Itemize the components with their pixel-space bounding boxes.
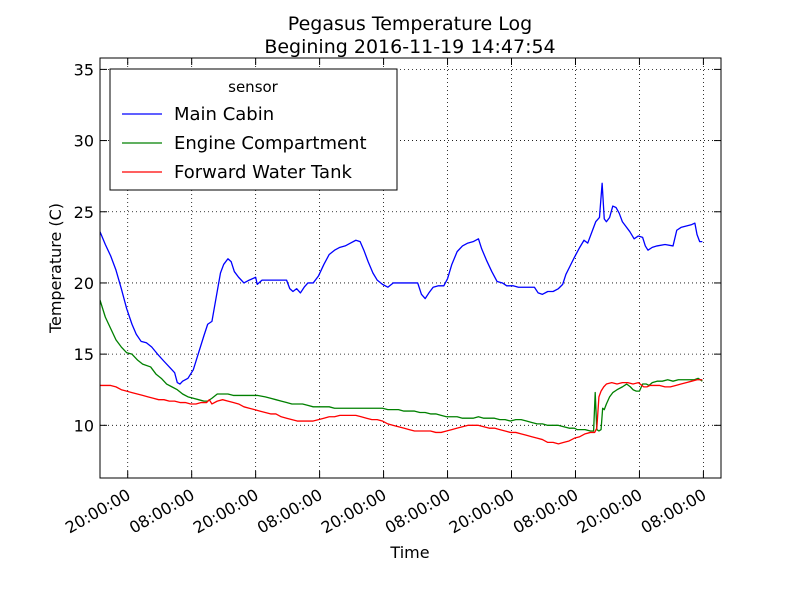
y-tick-label: 35 <box>74 60 94 79</box>
y-tick-label: 25 <box>74 203 94 222</box>
x-tick-label: 08:00:00 <box>382 485 454 537</box>
y-tick-label: 30 <box>74 132 94 151</box>
y-tick-label: 15 <box>74 345 94 364</box>
series-line-forward-water-tank <box>100 379 703 445</box>
legend-label-main-cabin: Main Cabin <box>174 104 274 125</box>
legend-box <box>109 68 398 191</box>
x-axis-label: Time <box>389 543 429 562</box>
chart-title: Pegasus Temperature Log <box>288 13 532 35</box>
y-axis-label: Temperature (C) <box>46 203 65 334</box>
y-tick-label: 10 <box>74 416 94 435</box>
x-tick-label: 20:00:00 <box>62 485 134 537</box>
legend-label-forward-water-tank: Forward Water Tank <box>174 162 352 183</box>
x-tick-label: 20:00:00 <box>190 485 262 537</box>
series-line-engine-compartment <box>100 299 703 432</box>
legend-title: sensor <box>228 78 279 96</box>
chart-subtitle: Begining 2016-11-19 14:47:54 <box>264 36 555 58</box>
x-tick-label: 08:00:00 <box>254 485 326 537</box>
x-tick-label: 08:00:00 <box>126 485 198 537</box>
x-tick-label: 20:00:00 <box>574 485 646 537</box>
series-line-main-cabin <box>100 182 703 385</box>
plot-area-frame <box>99 57 722 479</box>
y-tick-label: 20 <box>74 274 94 293</box>
x-tick-label: 20:00:00 <box>318 485 390 537</box>
series-lines <box>100 182 703 445</box>
x-tick-label: 20:00:00 <box>446 485 518 537</box>
legend-label-engine-compartment: Engine Compartment <box>174 133 367 154</box>
x-tick-label: 08:00:00 <box>638 485 710 537</box>
x-tick-label: 08:00:00 <box>510 485 582 537</box>
legend: sensor Main Cabin Engine Compartment For… <box>109 68 398 191</box>
